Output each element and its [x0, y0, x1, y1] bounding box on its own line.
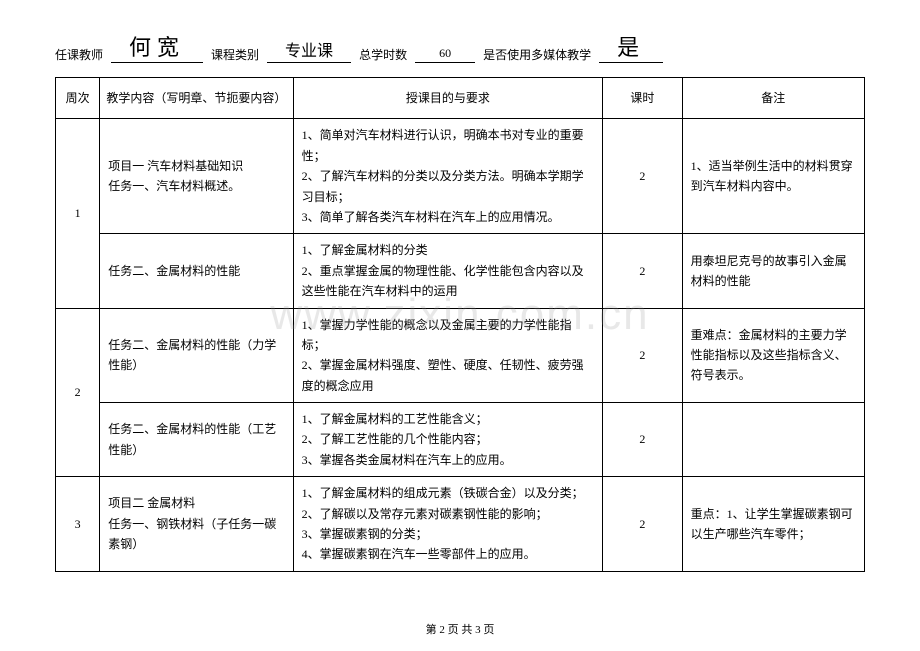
col-goal: 授课目的与要求: [293, 78, 602, 119]
cell-goal: 1、了解金属材料的工艺性能含义；2、了解工艺性能的几个性能内容；3、掌握各类金属…: [293, 403, 602, 477]
cell-hours: 2: [603, 234, 683, 308]
table-header-row: 周次 教学内容（写明章、节扼要内容） 授课目的与要求 课时 备注: [56, 78, 865, 119]
label-course-type: 课程类别: [211, 46, 259, 63]
cell-goal: 1、了解金属材料的分类2、重点掌握金属的物理性能、化学性能包含内容以及这些性能在…: [293, 234, 602, 308]
cell-hours: 2: [603, 308, 683, 403]
page-footer: 第 2 页 共 3 页: [0, 621, 920, 637]
table-row: 1 项目一 汽车材料基础知识任务一、汽车材料概述。 1、简单对汽车材料进行认识，…: [56, 119, 865, 234]
label-multimedia: 是否使用多媒体教学: [483, 46, 591, 63]
doc-header: 任课教师 何宽 课程类别 专业课 总学时数 60 是否使用多媒体教学 是: [55, 30, 865, 63]
label-teacher: 任课教师: [55, 46, 103, 63]
value-course-type: 专业课: [267, 37, 351, 63]
table-row: 任务二、金属材料的性能（工艺性能） 1、了解金属材料的工艺性能含义；2、了解工艺…: [56, 403, 865, 477]
cell-note: [682, 403, 864, 477]
cell-content: 任务二、金属材料的性能（力学性能）: [100, 308, 293, 403]
table-row: 3 项目二 金属材料任务一、钢铁材料（子任务一碳素钢） 1、了解金属材料的组成元…: [56, 477, 865, 572]
cell-content: 任务二、金属材料的性能: [100, 234, 293, 308]
cell-week: 2: [56, 308, 100, 477]
cell-goal: 1、掌握力学性能的概念以及金属主要的力学性能指标；2、掌握金属材料强度、塑性、硬…: [293, 308, 602, 403]
table-row: 2 任务二、金属材料的性能（力学性能） 1、掌握力学性能的概念以及金属主要的力学…: [56, 308, 865, 403]
cell-hours: 2: [603, 119, 683, 234]
cell-week: 3: [56, 477, 100, 572]
cell-content: 任务二、金属材料的性能（工艺性能）: [100, 403, 293, 477]
cell-goal: 1、简单对汽车材料进行认识，明确本书对专业的重要性；2、了解汽车材料的分类以及分…: [293, 119, 602, 234]
col-note: 备注: [682, 78, 864, 119]
cell-hours: 2: [603, 403, 683, 477]
cell-hours: 2: [603, 477, 683, 572]
cell-note: 重难点：金属材料的主要力学性能指标以及这些指标含义、符号表示。: [682, 308, 864, 403]
cell-note: 用泰坦尼克号的故事引入金属材料的性能: [682, 234, 864, 308]
cell-week: 1: [56, 119, 100, 308]
col-hours: 课时: [603, 78, 683, 119]
label-total-hours: 总学时数: [359, 46, 407, 63]
cell-note: 重点：1、让学生掌握碳素钢可以生产哪些汽车零件；: [682, 477, 864, 572]
col-week: 周次: [56, 78, 100, 119]
value-total-hours: 60: [415, 46, 475, 63]
col-content: 教学内容（写明章、节扼要内容）: [100, 78, 293, 119]
cell-note: 1、适当举例生活中的材料贯穿到汽车材料内容中。: [682, 119, 864, 234]
lesson-plan-table: 周次 教学内容（写明章、节扼要内容） 授课目的与要求 课时 备注 1 项目一 汽…: [55, 77, 865, 572]
cell-goal: 1、了解金属材料的组成元素（铁碳合金）以及分类；2、了解碳以及常存元素对碳素钢性…: [293, 477, 602, 572]
value-teacher: 何宽: [111, 30, 203, 63]
table-row: 任务二、金属材料的性能 1、了解金属材料的分类2、重点掌握金属的物理性能、化学性…: [56, 234, 865, 308]
cell-content: 项目二 金属材料任务一、钢铁材料（子任务一碳素钢）: [100, 477, 293, 572]
cell-content: 项目一 汽车材料基础知识任务一、汽车材料概述。: [100, 119, 293, 234]
value-multimedia: 是: [599, 30, 663, 63]
